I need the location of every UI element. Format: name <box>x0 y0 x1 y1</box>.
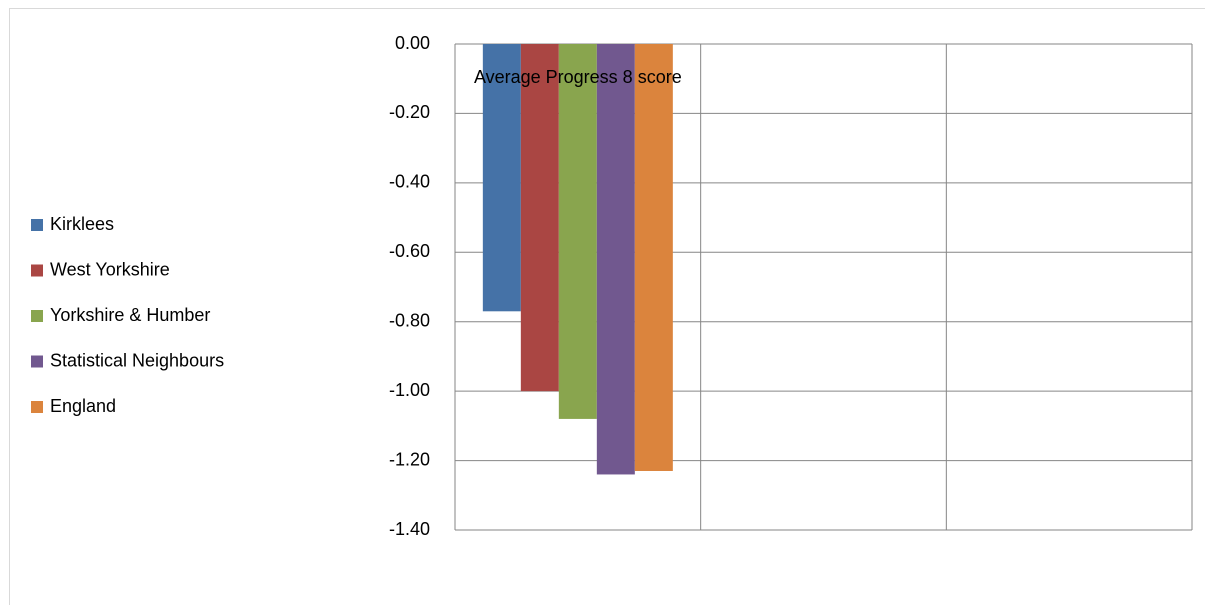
y-tick-label: 0.00 <box>395 33 430 53</box>
y-tick-label: -0.60 <box>389 241 430 261</box>
bar <box>634 44 673 471</box>
y-tick-label: -1.20 <box>389 449 430 469</box>
y-tick-label: -0.20 <box>389 102 430 122</box>
legend-label: West Yorkshire <box>50 259 170 279</box>
y-tick-label: -1.00 <box>389 380 430 400</box>
x-tick-label: Average Progress 8 score <box>474 67 682 87</box>
legend-label: Statistical Neighbours <box>50 350 224 370</box>
legend-label: Yorkshire & Humber <box>50 305 210 325</box>
legend-label: England <box>50 396 116 416</box>
legend-label: Kirklees <box>50 214 114 234</box>
legend-swatch <box>31 355 43 368</box>
legend-swatch <box>31 310 43 322</box>
bar <box>520 44 559 392</box>
legend-swatch <box>31 264 43 277</box>
bar <box>482 44 521 312</box>
y-tick-label: -0.80 <box>389 310 430 330</box>
legend-swatch <box>31 401 43 413</box>
bar <box>596 44 635 475</box>
y-tick-label: -0.40 <box>389 172 430 192</box>
bar <box>558 44 597 419</box>
legend-swatch <box>31 219 43 231</box>
y-tick-label: -1.40 <box>389 519 430 539</box>
